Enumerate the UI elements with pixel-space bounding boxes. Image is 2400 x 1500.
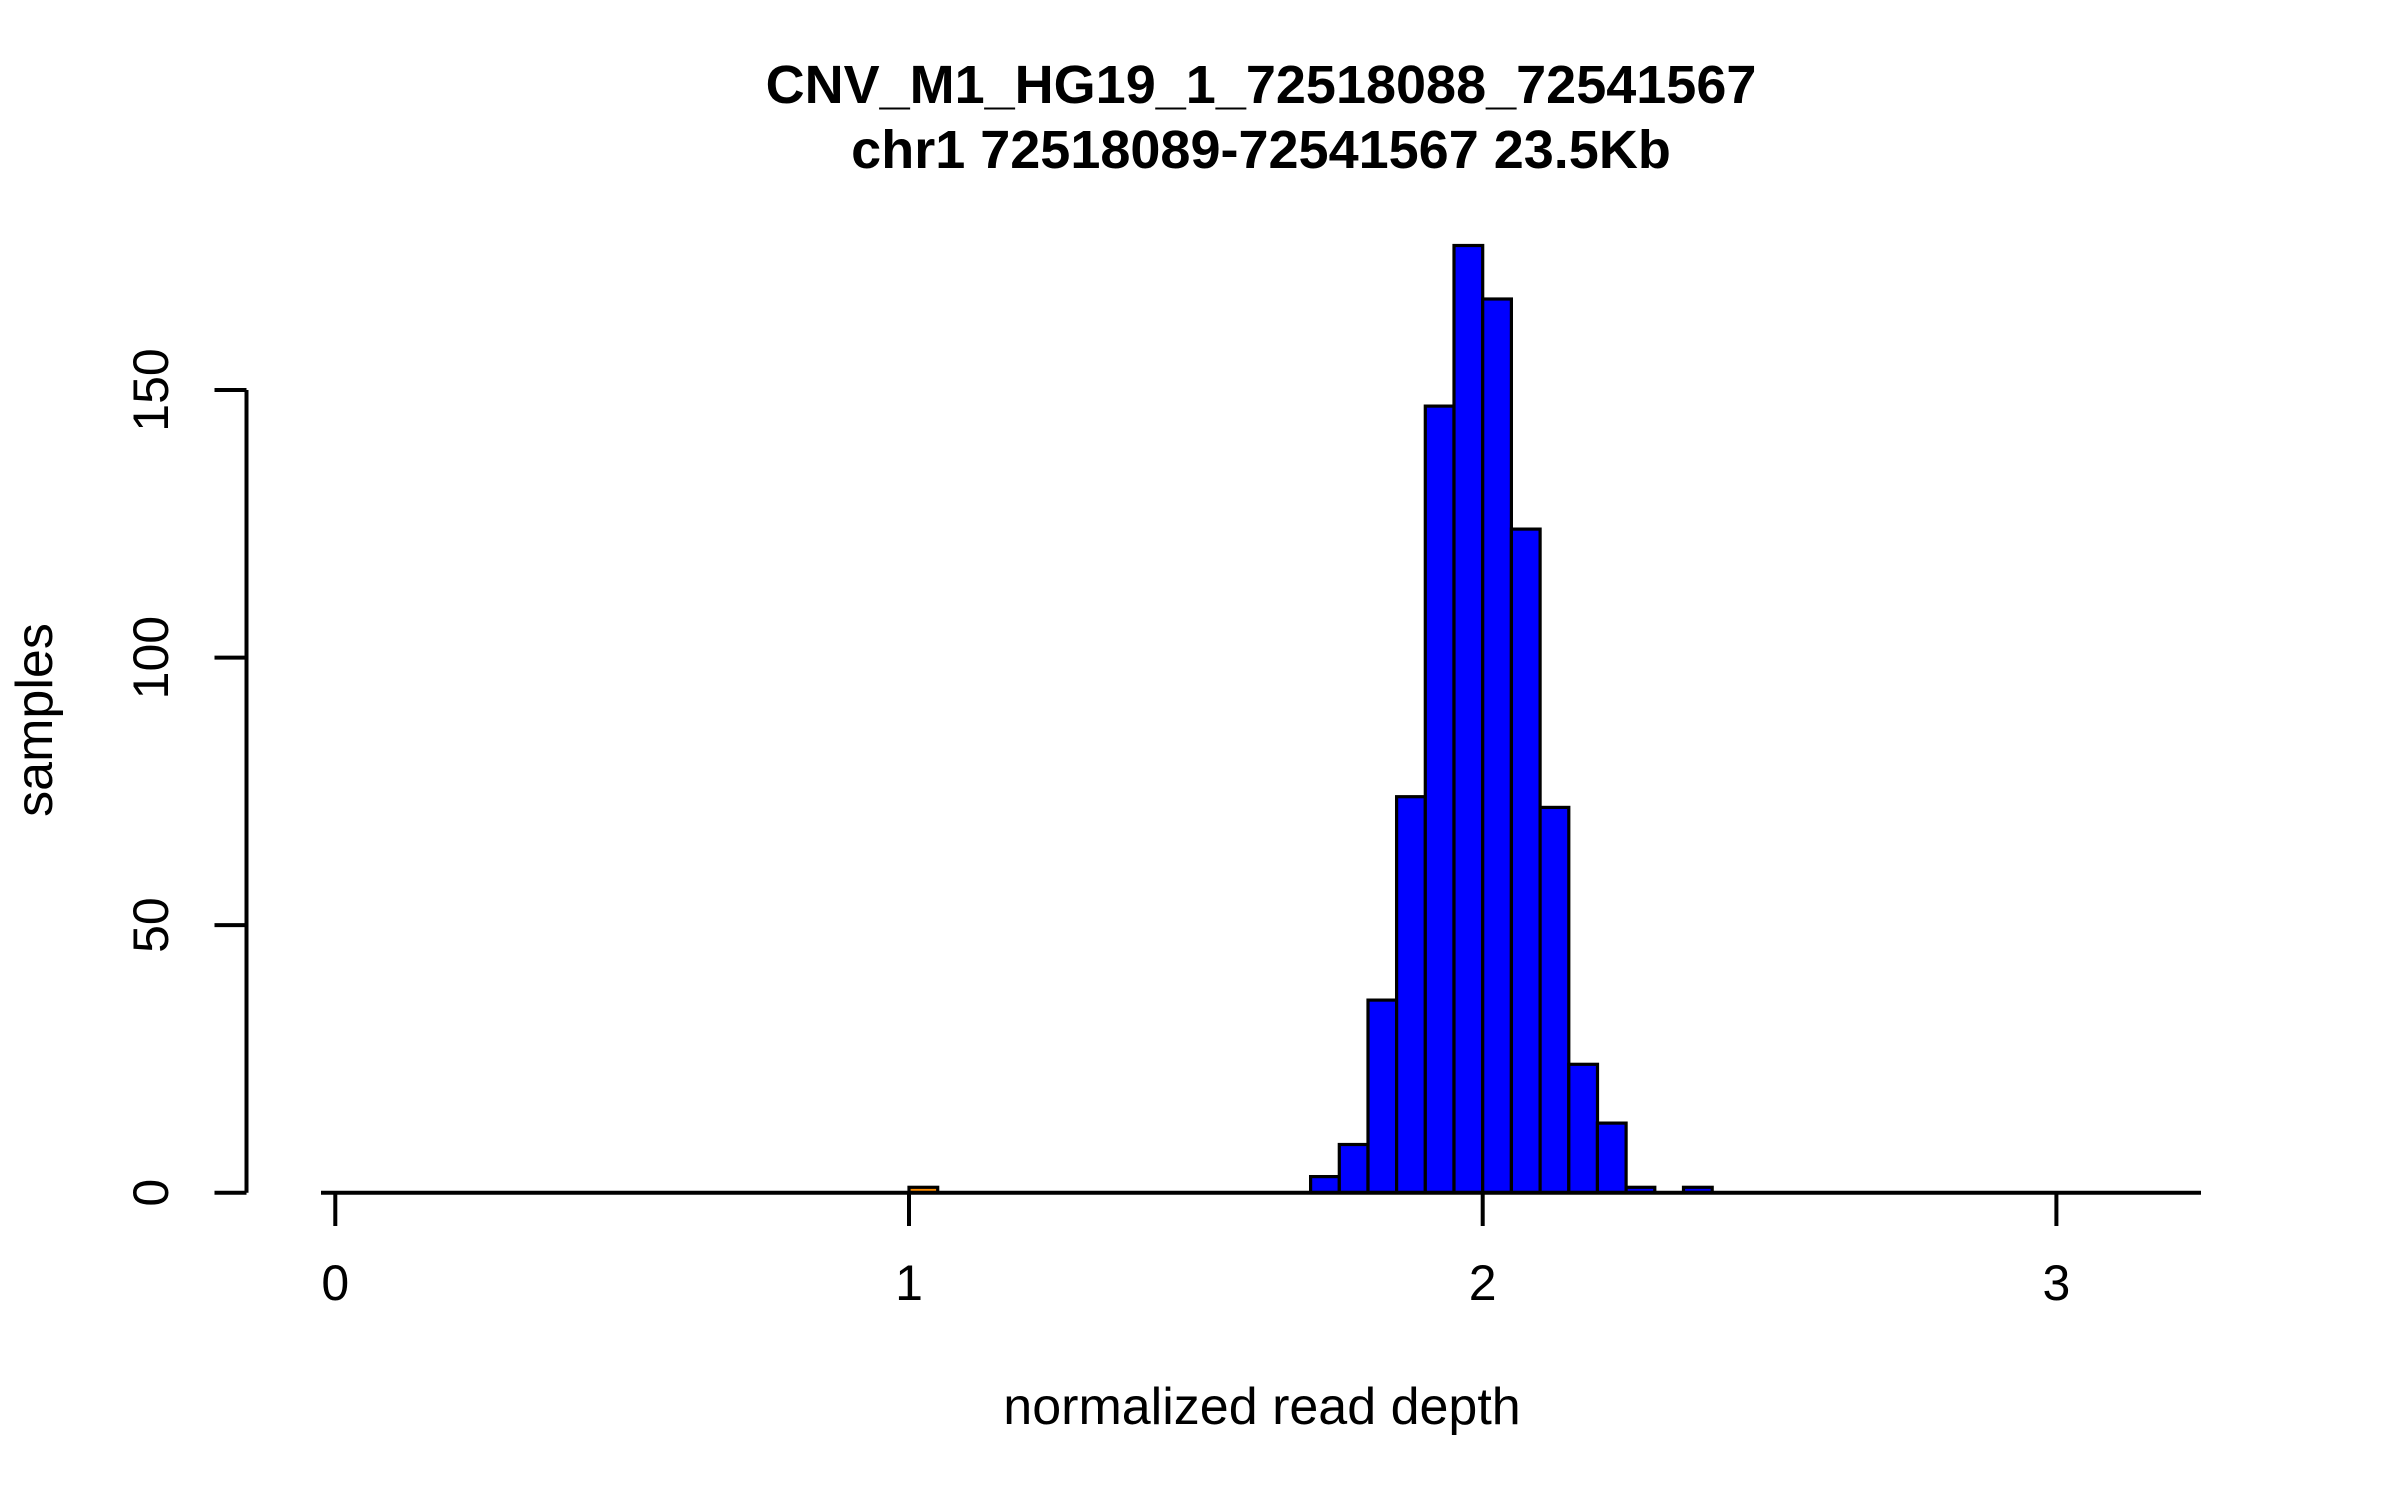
x-ticks-group: 0 1 2 3 xyxy=(321,1192,2070,1311)
chart-title: CNV_M1_HG19_1_72518088_72541567 xyxy=(766,55,1757,115)
bars-group xyxy=(907,243,1714,1195)
y-tick-label: 150 xyxy=(123,348,179,431)
histogram-bar xyxy=(1308,1174,1341,1195)
histogram-bar xyxy=(1394,795,1427,1195)
histogram-bar xyxy=(1538,805,1571,1195)
y-tick-label: 0 xyxy=(123,1179,179,1207)
y-tick-label: 50 xyxy=(123,897,179,953)
x-tick-label: 0 xyxy=(321,1255,349,1311)
y-ticks-group: 0 50 100 150 xyxy=(123,348,247,1207)
x-tick-label: 1 xyxy=(895,1255,923,1311)
chart-subtitle: chr1 72518089-72541567 23.5Kb xyxy=(851,120,1671,180)
x-tick-label: 3 xyxy=(2042,1255,2070,1311)
histogram-bar xyxy=(1595,1121,1628,1195)
histogram-bar xyxy=(1509,527,1542,1195)
histogram-bar xyxy=(1366,998,1399,1195)
histogram-bar xyxy=(1423,404,1456,1195)
y-axis-label: samples xyxy=(6,623,64,817)
histogram-bar xyxy=(1452,243,1485,1195)
histogram-bar xyxy=(1481,297,1513,1195)
y-tick-label: 100 xyxy=(123,616,179,699)
x-tick-label: 2 xyxy=(1469,1255,1497,1311)
histogram-bar xyxy=(1567,1062,1600,1195)
histogram-bar xyxy=(1337,1142,1370,1195)
x-axis-label: normalized read depth xyxy=(1003,1378,1520,1436)
